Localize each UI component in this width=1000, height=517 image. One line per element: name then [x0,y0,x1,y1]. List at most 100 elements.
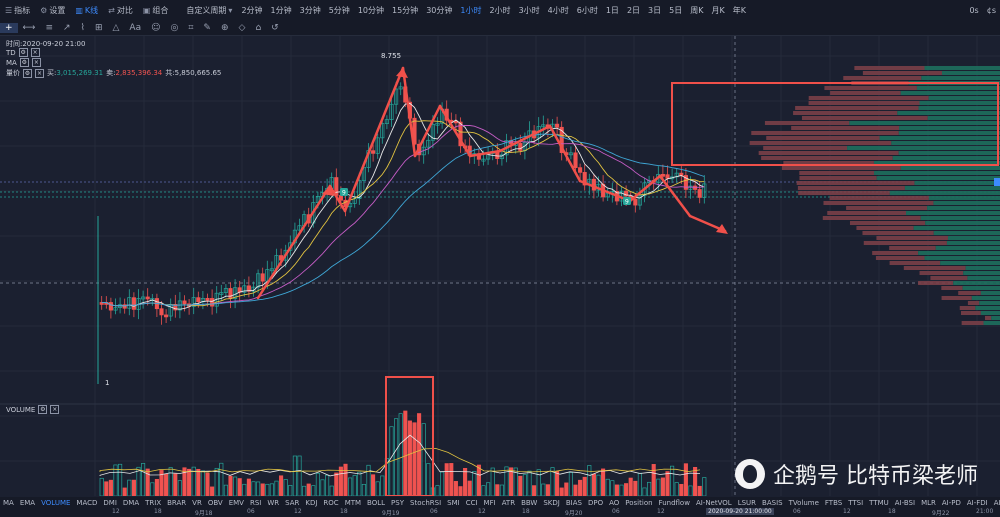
timeframe-12[interactable]: 1日 [605,5,619,15]
indicator-tab-ttmu[interactable]: TTMU [869,498,889,507]
kline-button[interactable]: ▥ K线 [75,5,99,15]
compare-button[interactable]: ⇄ 对比 [108,5,133,15]
indicator-tab-macd[interactable]: MACD [76,498,98,507]
indicator-tab-position[interactable]: Position [625,498,653,507]
drawing-tool-14[interactable]: ⌂ [255,22,262,33]
timeframe-8[interactable]: 2小时 [489,5,511,15]
zero-s-label[interactable]: 0s [969,5,979,15]
drawing-tool-12[interactable]: ⊕ [220,22,229,33]
indicator-tab-ai-fdi[interactable]: AI-FDI [966,498,988,507]
drawing-tool-3[interactable]: ↗ [63,22,71,33]
indicator-tab-brar[interactable]: BRAR [167,498,187,507]
drawing-tool-10[interactable]: ⌗ [188,22,194,33]
drawing-tool-4[interactable]: ⌇ [80,22,85,33]
drawing-tool-15[interactable]: ↺ [271,22,279,33]
indicator-tab-wr[interactable]: WR [267,498,280,507]
drawing-tool-8[interactable]: ☺ [151,22,161,33]
indicator-tab-kdj[interactable]: KDJ [305,498,318,507]
drawing-tool-2[interactable]: ≡ [45,22,53,33]
indicator-tab-rsi[interactable]: RSI [249,498,262,507]
indicator-tab-emv[interactable]: EMV [228,498,244,507]
indicator-tab-tvolume[interactable]: TVolume [788,498,819,507]
timeframe-11[interactable]: 6小时 [576,5,598,15]
candle-body [145,296,150,300]
timeframe-13[interactable]: 2日 [626,5,641,15]
price-chart[interactable]: 8.755 1 9 9 [0,36,1000,496]
close-icon[interactable]: × [30,48,40,57]
timeframe-18[interactable]: 年K [732,5,746,15]
timeframe-0[interactable]: 2分钟 [241,5,263,15]
indicator-tab-ma[interactable]: MA [3,498,14,507]
timeframe-15[interactable]: 5日 [669,5,683,15]
indicator-tab-mfi[interactable]: MFI [483,498,496,507]
indicator-tab-atr[interactable]: ATR [501,498,516,507]
volume-profile-bar-buy [849,121,1000,125]
indicator-tab-dma[interactable]: DMA [122,498,140,507]
indicator-tab-mlr[interactable]: MLR [921,498,936,507]
indicator-tab-vr[interactable]: VR [192,498,202,507]
indicator-tab-ao[interactable]: AO [609,498,620,507]
drawing-tool-11[interactable]: ✎ [203,22,211,33]
timeframe-9[interactable]: 3小时 [518,5,540,15]
indicator-tab-ai-li[interactable]: AI-LI [993,498,1000,507]
timeframe-16[interactable]: 周K [690,5,704,15]
timeframe-6[interactable]: 30分钟 [426,5,453,15]
indicator-tab-ai-pd[interactable]: AI-PD [941,498,961,507]
timeframe-2[interactable]: 3分钟 [299,5,321,15]
settings-icon[interactable]: ⚙ [19,58,29,67]
indicator-tab-dpo[interactable]: DPO [587,498,604,507]
settings-icon[interactable]: ⚙ [38,405,48,414]
volume-bar [463,468,468,496]
settings-button[interactable]: ⚙ 设置 [40,5,66,15]
volume-bar [320,479,325,496]
indicator-tab-boll[interactable]: BOLL [367,498,386,507]
close-icon[interactable]: × [50,405,60,414]
indicator-tab-ai-netvol[interactable]: AI-NetVOL [695,498,732,507]
indicator-tab-dmi[interactable]: DMI [103,498,117,507]
timeframe-10[interactable]: 4小时 [547,5,569,15]
indicator-tab-volume[interactable]: VOLUME [41,498,71,507]
indicator-tab-psy[interactable]: PSY [391,498,404,507]
drawing-tool-0[interactable]: + [0,22,18,33]
drawing-tool-7[interactable]: Aa [129,22,142,33]
indicator-tab-ema[interactable]: EMA [19,498,36,507]
indicator-tab-bias[interactable]: BIAS [565,498,582,507]
indicator-tab-ftbs[interactable]: FTBS [824,498,843,507]
timeframe-7[interactable]: 1小时 [460,5,482,15]
indicator-tab-obv[interactable]: OBV [207,498,223,507]
drawing-tool-6[interactable]: △ [112,22,120,33]
close-icon[interactable]: × [35,68,44,78]
indicator-tab-cci[interactable]: CCI [465,498,478,507]
indicator-tab-smi[interactable]: SMI [447,498,460,507]
drawing-tool-1[interactable]: ⟷ [22,22,36,33]
indicator-tab-stochrsi[interactable]: StochRSI [410,498,442,507]
timeframe-4[interactable]: 10分钟 [357,5,384,15]
indicator-tab-ttsi[interactable]: TTSI [848,498,864,507]
indicator-tab-mtm[interactable]: MTM [344,498,362,507]
timeframe-17[interactable]: 月K [711,5,725,15]
indicator-tab-fundflow[interactable]: Fundflow [658,498,690,507]
candle-body [260,273,265,282]
indicator-tab-ai-bsi[interactable]: AI-BSI [894,498,916,507]
custom-period-dropdown[interactable]: 自定义周期 ▾ [186,5,233,15]
cs-label[interactable]: ¢s [986,5,996,15]
indicator-tab-bbw[interactable]: BBW [521,498,538,507]
settings-icon[interactable]: ⚙ [18,48,28,57]
indicator-button[interactable]: ☰ 指标 [5,5,31,15]
indicator-tab-roc[interactable]: ROC [323,498,339,507]
indicator-tab-skdj[interactable]: SKDJ [543,498,560,507]
indicator-tab-lsur[interactable]: LSUR [737,498,757,507]
combine-button[interactable]: ▣ 组合 [142,5,169,15]
timeframe-3[interactable]: 5分钟 [328,5,350,15]
drawing-tool-5[interactable]: ⊞ [94,22,103,33]
settings-icon[interactable]: ⚙ [23,68,32,78]
close-icon[interactable]: × [31,58,41,67]
timeframe-14[interactable]: 3日 [648,5,662,15]
indicator-tab-sar[interactable]: SAR [285,498,300,507]
drawing-tool-9[interactable]: ◎ [170,22,179,33]
timeframe-1[interactable]: 1分钟 [270,5,292,15]
indicator-tab-trix[interactable]: TRIX [145,498,162,507]
indicator-tab-basis[interactable]: BASIS [762,498,783,507]
timeframe-5[interactable]: 15分钟 [392,5,419,15]
drawing-tool-13[interactable]: ◇ [238,22,246,33]
